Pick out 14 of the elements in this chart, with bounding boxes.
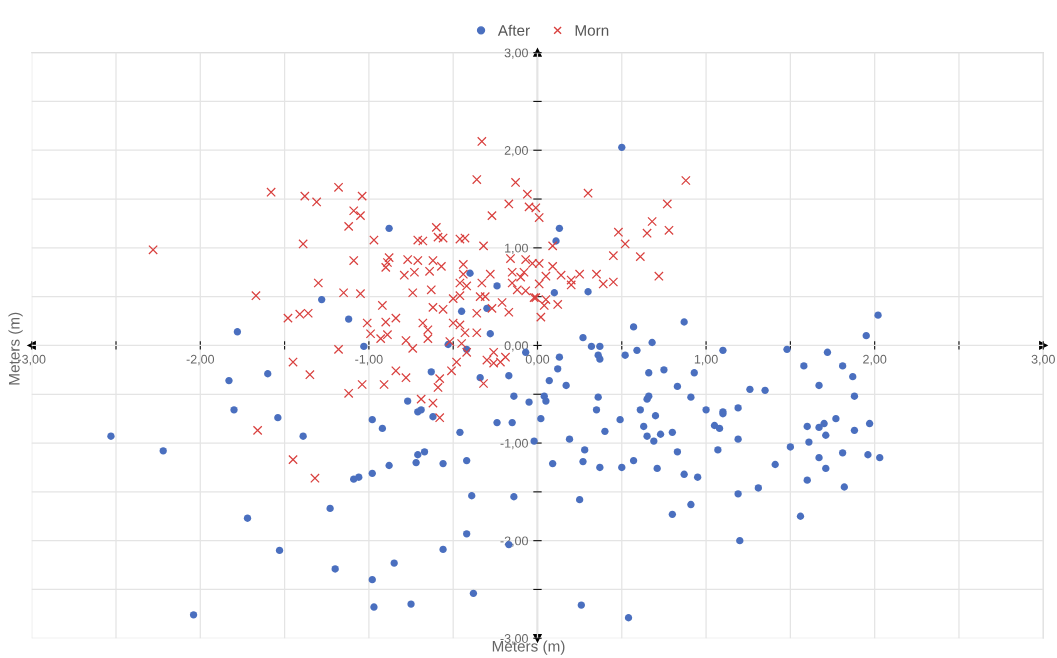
x-tick-label: 0,00 [525, 354, 550, 366]
x-tick-label: 1,00 [694, 354, 718, 366]
x-tick-label: -3,00 [18, 354, 46, 366]
legend-label: Morn [575, 25, 609, 36]
y-tick-label: 0,00 [504, 341, 528, 352]
legend-label: After [497, 24, 530, 36]
y-tick-label: 3,00 [504, 48, 528, 59]
y-tick-label: -1,00 [500, 438, 528, 450]
x-tick-label: -2,00 [186, 354, 215, 366]
x-tick-label: 2,00 [863, 354, 887, 366]
x-tick-label: -1,00 [355, 354, 383, 366]
x-tick-label: 3,00 [1031, 354, 1055, 366]
y-tick-label: 2,00 [504, 146, 528, 157]
y-tick-label: 1,00 [505, 243, 528, 254]
